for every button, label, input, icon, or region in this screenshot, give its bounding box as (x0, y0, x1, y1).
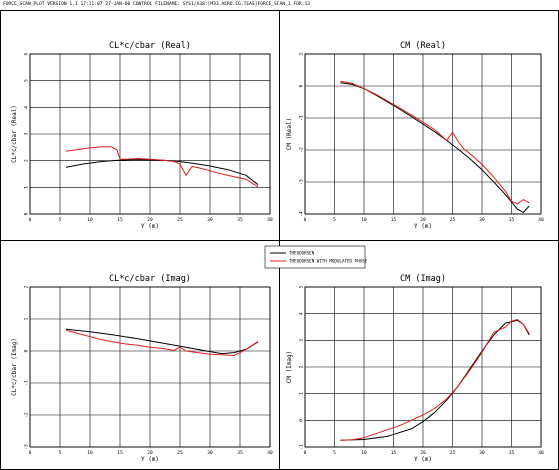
x-tick-label: 5 (59, 217, 62, 223)
x-tick-label: 10 (361, 217, 367, 223)
plot-area-border (304, 286, 542, 448)
legend-label: THEODORSEN (289, 251, 315, 256)
x-tick-label: 25 (450, 450, 456, 456)
series-line-modulated-phase (65, 146, 259, 188)
y-tick-label: 0 (299, 419, 305, 422)
plot-area-border (29, 286, 271, 448)
x-tick-label: 35 (237, 450, 243, 456)
series-line-modulated-phase (340, 80, 530, 205)
x-tick-label: 30 (479, 217, 485, 223)
y-tick-label: -2 (24, 412, 30, 418)
x-tick-label: 35 (509, 450, 515, 456)
x-tick-label: 5 (59, 450, 62, 456)
x-tick-label: 40 (267, 217, 273, 223)
series-line-theodorsen (65, 159, 259, 186)
x-tick-label: 15 (391, 217, 397, 223)
chart-title: CL*c/cbar (Real) (109, 41, 191, 51)
y-tick-label: 4 (24, 106, 30, 109)
x-tick-label: 15 (391, 450, 397, 456)
y-tick-label: 5 (299, 285, 305, 288)
x-tick-label: 20 (420, 217, 426, 223)
x-tick-label: 0 (304, 450, 307, 456)
x-tick-label: 40 (538, 217, 544, 223)
y-tick-label: 5 (24, 79, 30, 82)
y-tick-label: 0 (24, 212, 30, 215)
x-tick-label: 20 (420, 450, 426, 456)
y-tick-label: 0 (299, 84, 305, 87)
x-tick-label: 35 (509, 217, 515, 223)
x-tick-label: 15 (117, 450, 123, 456)
y-tick-label: 3 (299, 339, 305, 342)
x-tick-label: 5 (333, 217, 336, 223)
x-tick-label: 30 (207, 217, 213, 223)
y-tick-label: 0 (24, 349, 30, 352)
chart-panel-2: CM (Real) 0 5 10 15 20 25 30 35 40 -4 -3 -2 -1 0 1 Y (m)… (286, 41, 544, 230)
x-tick-label: 5 (333, 450, 336, 456)
x-tick-label: 30 (207, 450, 213, 456)
y-tick-label: 1 (299, 392, 305, 395)
x-axis-label: Y (m) (141, 456, 159, 463)
y-tick-label: 1 (299, 52, 305, 55)
y-tick-label: 1 (24, 186, 30, 189)
x-axis-label: Y (m) (414, 223, 432, 230)
x-tick-label: 10 (87, 217, 93, 223)
y-tick-label: 2 (24, 159, 30, 162)
series-line-theodorsen (340, 319, 530, 441)
y-tick-label: 6 (24, 52, 30, 55)
legend: THEODORSEN THEODORSEN WITH MODULATED PHAS… (264, 245, 368, 269)
plot-frame: THEODORSEN THEODORSEN WITH MODULATED PHAS… (0, 10, 559, 470)
series-line-modulated-phase (65, 329, 259, 356)
chart-title: CM (Real) (400, 41, 446, 51)
series-line-theodorsen (65, 328, 259, 355)
x-tick-label: 20 (147, 217, 153, 223)
x-tick-label: 30 (479, 450, 485, 456)
x-tick-label: 0 (304, 217, 307, 223)
y-tick-label: 4 (299, 312, 305, 315)
chart-title: CL*c/cbar (Imag) (109, 274, 191, 284)
x-tick-label: 40 (267, 450, 273, 456)
series-line-theodorsen (340, 82, 530, 213)
plot-area-border (29, 53, 271, 215)
plot-area-border (304, 53, 542, 215)
x-axis-label: Y (m) (141, 223, 159, 230)
x-tick-label: 25 (177, 217, 183, 223)
y-axis-label: CL*c/cbar (Real) (11, 105, 18, 163)
y-axis-label: CM (Real) (286, 118, 293, 151)
legend-label: THEODORSEN WITH MODULATED PHASE (289, 259, 368, 264)
x-axis-label: Y (m) (414, 456, 432, 463)
x-tick-label: 0 (29, 217, 32, 223)
x-tick-label: 10 (361, 450, 367, 456)
chart-panel-3: CL*c/cbar (Imag) 0 5 10 15 20 25 30 35 40 -3 -2 -1 0 1… (11, 274, 273, 463)
y-tick-label: -1 (24, 380, 30, 386)
y-tick-label: 3 (24, 132, 30, 135)
x-tick-label: 20 (147, 450, 153, 456)
y-tick-label: -3 (299, 179, 305, 185)
x-tick-label: 25 (450, 217, 456, 223)
y-tick-label: -1 (299, 444, 305, 450)
y-tick-label: 1 (24, 317, 30, 320)
y-tick-label: -2 (299, 147, 305, 153)
chart-title: CM (Imag) (400, 274, 446, 284)
x-tick-label: 0 (29, 450, 32, 456)
x-tick-label: 10 (87, 450, 93, 456)
chart-panel-1: CL*c/cbar (Real) 0 5 10 15 20 25 30 35 40 0 1 2 3 4 5 6 Y… (11, 41, 273, 230)
y-axis-label: CL*c/cbar (Imag) (11, 338, 18, 396)
x-tick-label: 35 (237, 217, 243, 223)
y-tick-label: -4 (299, 211, 305, 217)
legend-box (264, 245, 366, 269)
y-tick-label: 2 (299, 365, 305, 368)
y-axis-label: CM (Imag) (286, 351, 293, 384)
y-tick-label: 2 (24, 285, 30, 288)
series-line-modulated-phase (340, 319, 530, 441)
plot-header: FORCE_SCAN_PLOT VERSION 1.1 17:11:07 27-… (3, 2, 310, 7)
y-tick-label: -1 (299, 115, 305, 121)
y-tick-label: -3 (24, 444, 30, 450)
x-tick-label: 15 (117, 217, 123, 223)
x-tick-label: 40 (538, 450, 544, 456)
x-tick-label: 25 (177, 450, 183, 456)
